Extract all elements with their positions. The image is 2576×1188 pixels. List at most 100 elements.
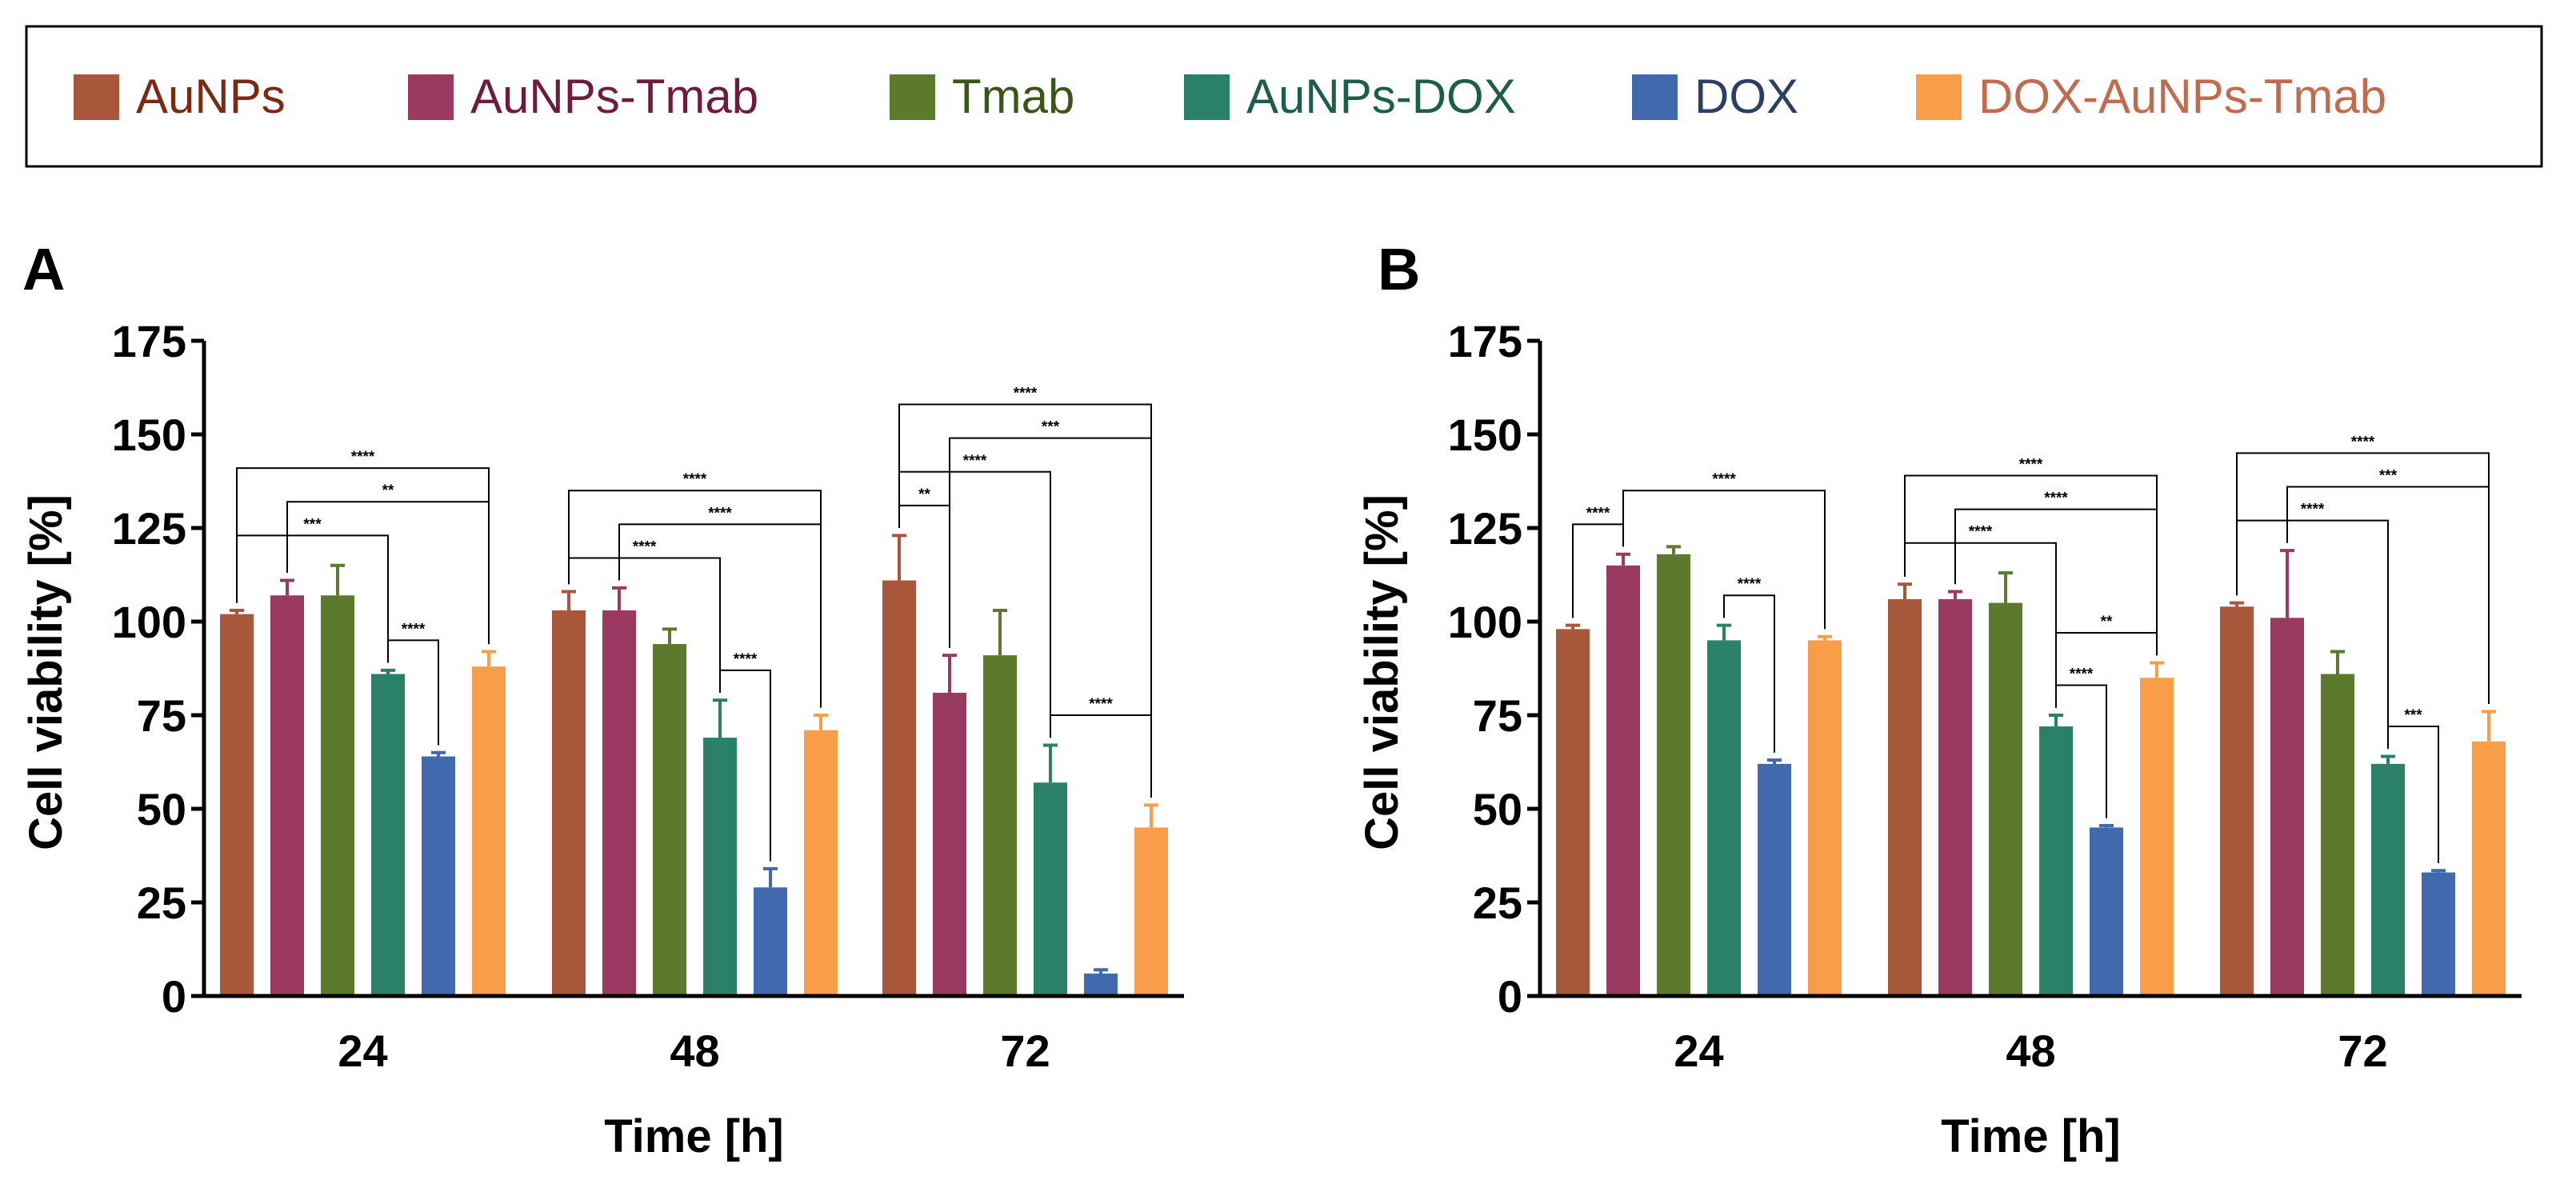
y-tick-label: 100 xyxy=(112,597,186,647)
significance-label: **** xyxy=(2301,502,2325,518)
x-tick-label: 48 xyxy=(2006,1026,2055,1076)
significance-label: **** xyxy=(708,505,732,522)
significance-label: **** xyxy=(963,453,987,470)
bar xyxy=(2472,741,2506,996)
bar xyxy=(1707,640,1741,996)
significance-bracket xyxy=(1904,474,2158,656)
significance-label: ** xyxy=(918,486,930,503)
legend-swatch xyxy=(1184,74,1230,120)
significance-label: **** xyxy=(1014,386,1038,402)
significance-label: ** xyxy=(382,482,394,499)
bar xyxy=(804,730,838,996)
legend-label: AuNPs-DOX xyxy=(1246,70,1516,123)
bar xyxy=(1888,598,1922,996)
bar xyxy=(371,674,405,996)
bar xyxy=(1989,602,2022,996)
significance-bracket xyxy=(2236,519,2389,750)
panel-letter: A xyxy=(22,236,65,302)
legend-swatch xyxy=(890,74,935,120)
significance-bracket xyxy=(1904,542,2057,708)
significance-label: *** xyxy=(2379,468,2398,485)
y-tick-label: 75 xyxy=(1473,690,1522,741)
bar xyxy=(1938,598,1972,996)
significance-label: **** xyxy=(1738,576,1762,593)
panel-b: B 0 25 50 75 100 125 150 175 Cell viability [%] 24… xyxy=(1356,236,2522,1162)
y-tick-label: 125 xyxy=(1448,503,1522,554)
bar xyxy=(1758,763,1791,996)
significance-label: **** xyxy=(351,449,375,466)
bar xyxy=(1808,640,1842,996)
legend: AuNPs AuNPs-Tmab Tmab AuNPs-DOX DOX DOX-AuNPs… xyxy=(25,25,2543,168)
bar xyxy=(472,666,506,996)
significance-label: *** xyxy=(303,516,322,533)
legend-label: AuNPs-Tmab xyxy=(470,70,758,123)
bar xyxy=(882,580,916,996)
significance-label: **** xyxy=(1712,471,1736,488)
y-tick-label: 175 xyxy=(112,316,186,366)
significance-bracket xyxy=(1723,594,1775,753)
y-tick-label: 50 xyxy=(1473,784,1522,834)
x-tick-label: 24 xyxy=(1674,1026,1723,1076)
bar xyxy=(2321,674,2354,996)
bar xyxy=(1034,782,1067,996)
legend-frame xyxy=(25,25,2543,168)
bar xyxy=(983,655,1017,996)
bar xyxy=(2090,827,2123,996)
significance-bracket xyxy=(236,467,490,645)
legend-label: Tmab xyxy=(952,70,1074,123)
bar xyxy=(653,644,686,996)
significance-label: **** xyxy=(1586,505,1610,522)
x-tick-label: 72 xyxy=(2338,1026,2387,1076)
legend-swatch xyxy=(1632,74,1678,120)
y-tick-label: 75 xyxy=(137,690,186,741)
x-axis-title: Time [h] xyxy=(604,1110,784,1162)
bar xyxy=(1556,629,1590,996)
significance-label: **** xyxy=(2351,434,2375,450)
significance-label: **** xyxy=(2019,456,2043,473)
bar xyxy=(2371,763,2405,996)
legend-swatch xyxy=(408,74,454,120)
y-tick-label: 150 xyxy=(1448,410,1522,460)
bar xyxy=(1606,565,1640,996)
bar xyxy=(1657,554,1690,996)
significance-label: **** xyxy=(633,538,657,555)
significance-label: *** xyxy=(2404,707,2422,724)
significance-label: ** xyxy=(2101,614,2113,630)
bar xyxy=(2422,872,2455,996)
significance-label: *** xyxy=(1042,419,1060,436)
bar xyxy=(933,692,966,996)
y-tick-label: 125 xyxy=(112,503,186,554)
significance-label: **** xyxy=(402,621,426,638)
bar xyxy=(602,610,636,996)
significance-bracket xyxy=(898,403,1152,798)
legend-label: DOX-AuNPs-Tmab xyxy=(1978,70,2386,123)
bar xyxy=(1084,973,1118,996)
x-axis-title: Time [h] xyxy=(1941,1110,2121,1162)
significance-bracket xyxy=(568,490,822,708)
bar xyxy=(2140,678,2174,996)
significance-label: **** xyxy=(683,471,707,488)
bar xyxy=(552,610,586,996)
y-tick-label: 25 xyxy=(1473,878,1522,928)
y-tick-label: 0 xyxy=(162,971,186,1022)
significance-label: **** xyxy=(1089,696,1113,713)
significance-label: **** xyxy=(2044,490,2068,507)
legend-label: DOX xyxy=(1694,70,1798,123)
bar xyxy=(270,595,304,996)
bar xyxy=(220,614,254,996)
bar xyxy=(321,595,354,996)
y-tick-label: 150 xyxy=(112,410,186,460)
y-tick-label: 50 xyxy=(137,784,186,834)
x-tick-label: 72 xyxy=(1000,1026,1050,1076)
y-tick-label: 0 xyxy=(1498,971,1522,1022)
significance-bracket xyxy=(2236,452,2490,704)
panel-a: A 0 25 50 75 100 125 150 175 Cell viability [%] 24… xyxy=(20,236,1184,1162)
y-axis-title: Cell viability [%] xyxy=(1356,494,1408,850)
significance-bracket xyxy=(568,557,721,693)
bar xyxy=(754,887,787,996)
bar xyxy=(1134,827,1168,996)
legend-swatch xyxy=(74,74,119,120)
bar xyxy=(422,756,455,996)
significance-label: **** xyxy=(734,651,758,668)
